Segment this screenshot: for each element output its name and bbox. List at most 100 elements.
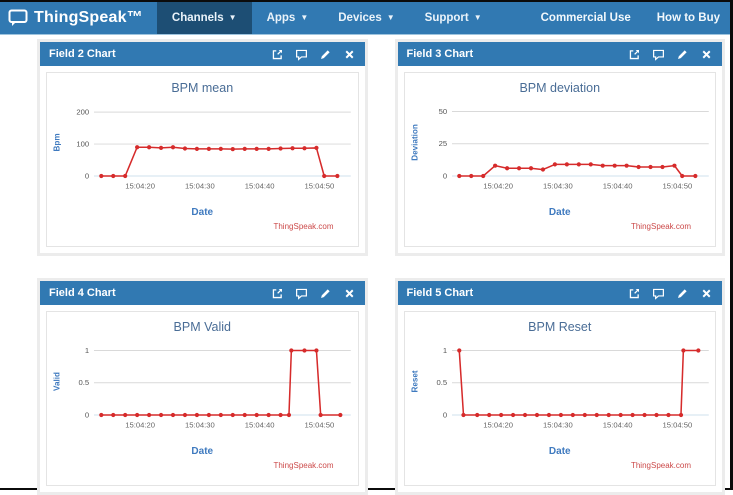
panel-body: BPM Reset 0 0.5 1 15:04:20 15:04:30 15:04:40 1…: [397, 305, 722, 492]
panel-icons: [271, 48, 356, 61]
x-axis-label: Date: [548, 446, 571, 457]
svg-text:15:04:20: 15:04:20: [125, 420, 155, 429]
nav-menu: Channels ▼ Apps ▼ Devices ▼ Support ▼: [156, 2, 497, 34]
svg-text:15:04:40: 15:04:40: [602, 181, 632, 190]
field3-plot-area: 0 25 50 15:04:20 15:04:30 15:04:40 15:04:50 Dev…: [410, 107, 709, 190]
panel-title: Field 2 Chart: [49, 48, 116, 60]
svg-text:Deviation: Deviation: [410, 124, 419, 161]
panel-title: Field 4 Chart: [49, 287, 116, 299]
svg-text:15:04:30: 15:04:30: [185, 181, 215, 190]
svg-text:100: 100: [76, 139, 89, 148]
field2-chart: BPM mean 0 100 200 15:04:20 15:04:30 15:04:40…: [46, 72, 359, 247]
export-icon[interactable]: [271, 287, 284, 300]
close-icon[interactable]: [700, 48, 713, 61]
comment-icon[interactable]: [652, 287, 665, 300]
export-icon[interactable]: [271, 48, 284, 61]
svg-text:0.5: 0.5: [79, 378, 90, 387]
svg-text:50: 50: [438, 107, 447, 116]
svg-text:15:04:50: 15:04:50: [662, 181, 692, 190]
svg-text:15:04:30: 15:04:30: [542, 420, 572, 429]
thingspeak-watermark-link[interactable]: ThingSpeak.com: [273, 461, 334, 470]
svg-text:200: 200: [76, 108, 89, 117]
nav-item-label: Devices: [338, 12, 382, 24]
field5-chart-panel: Field 5 Chart BPM Reset 0 0.5 1 15:04:20 15:…: [394, 278, 725, 495]
nav-link-commercial-use[interactable]: Commercial Use: [540, 12, 631, 24]
svg-text:15:04:50: 15:04:50: [305, 181, 335, 190]
svg-text:15:04:40: 15:04:40: [245, 181, 275, 190]
nav-link-how-to-buy[interactable]: How to Buy: [656, 12, 720, 24]
comment-icon[interactable]: [295, 48, 308, 61]
field2-chart-panel: Field 2 Chart BPM mean 0 100 200 15:04:20 15…: [37, 39, 368, 256]
svg-text:25: 25: [438, 139, 447, 148]
comment-icon[interactable]: [652, 48, 665, 61]
field4-chart-panel: Field 4 Chart BPM Valid 0 0.5 1 15:04:20 15:…: [37, 278, 368, 495]
svg-text:15:04:50: 15:04:50: [662, 420, 692, 429]
export-icon[interactable]: [628, 287, 641, 300]
svg-text:15:04:40: 15:04:40: [245, 420, 275, 429]
panel-title: Field 3 Chart: [406, 48, 474, 60]
thingspeak-watermark-link[interactable]: ThingSpeak.com: [630, 461, 691, 470]
nav-item-channels[interactable]: Channels ▼: [156, 2, 252, 34]
nav-item-label: Channels: [171, 12, 224, 24]
nav-item-label: Apps: [266, 12, 296, 24]
panel-body: BPM Valid 0 0.5 1 15:04:20 15:04:30 15:04:40 1…: [40, 305, 365, 492]
chart-title: BPM Valid: [173, 320, 231, 334]
svg-text:15:04:30: 15:04:30: [185, 420, 215, 429]
svg-text:15:04:50: 15:04:50: [305, 420, 335, 429]
field2-plot-area: 0 100 200 15:04:20 15:04:30 15:04:40 15:04:50 B…: [52, 108, 351, 190]
field4-chart: BPM Valid 0 0.5 1 15:04:20 15:04:30 15:04:40 1…: [46, 311, 359, 486]
x-axis-label: Date: [191, 446, 214, 457]
close-icon[interactable]: [343, 287, 356, 300]
svg-text:1: 1: [442, 346, 446, 355]
svg-text:Bpm: Bpm: [52, 133, 61, 151]
chart-title: BPM deviation: [519, 81, 601, 95]
panel-body: BPM deviation 0 25 50 15:04:20 15:04:30 15:04…: [397, 66, 722, 253]
comment-icon[interactable]: [295, 287, 308, 300]
edit-icon[interactable]: [676, 48, 689, 61]
chart-title: BPM Reset: [528, 320, 592, 334]
svg-text:1: 1: [85, 346, 89, 355]
panel-title: Field 5 Chart: [406, 287, 474, 299]
caret-down-icon: ▼: [300, 13, 309, 22]
nav-item-devices[interactable]: Devices ▼: [323, 2, 409, 34]
close-icon[interactable]: [343, 48, 356, 61]
svg-text:0: 0: [442, 410, 446, 419]
edit-icon[interactable]: [676, 287, 689, 300]
panel-icons: [628, 287, 713, 300]
caret-down-icon: ▼: [386, 13, 395, 22]
edit-icon[interactable]: [319, 48, 332, 61]
caret-down-icon: ▼: [228, 13, 237, 22]
export-icon[interactable]: [628, 48, 641, 61]
edit-icon[interactable]: [319, 287, 332, 300]
nav-item-apps[interactable]: Apps ▼: [252, 2, 324, 34]
panel-icons: [271, 287, 356, 300]
top-navbar: ThingSpeak™ Channels ▼ Apps ▼ Devices ▼ …: [0, 2, 730, 35]
svg-text:15:04:30: 15:04:30: [542, 181, 572, 190]
svg-text:15:04:20: 15:04:20: [483, 420, 513, 429]
svg-text:Valid: Valid: [52, 372, 61, 391]
field2-panel-header: Field 2 Chart: [40, 42, 365, 66]
field5-chart: BPM Reset 0 0.5 1 15:04:20 15:04:30 15:04:40 1…: [403, 311, 716, 486]
thingspeak-watermark-link[interactable]: ThingSpeak.com: [630, 222, 691, 231]
field5-panel-header: Field 5 Chart: [397, 281, 722, 305]
thingspeak-logo-icon: [8, 9, 28, 26]
nav-item-support[interactable]: Support ▼: [410, 2, 497, 34]
x-axis-label: Date: [191, 207, 214, 218]
field4-panel-header: Field 4 Chart: [40, 281, 365, 305]
close-icon[interactable]: [700, 287, 713, 300]
charts-grid: Field 2 Chart BPM mean 0 100 200 15:04:20 15…: [0, 35, 730, 495]
brand-name: ThingSpeak™: [34, 9, 143, 26]
thingspeak-brand[interactable]: ThingSpeak™: [0, 2, 157, 34]
x-axis-label: Date: [548, 207, 571, 218]
panel-body: BPM mean 0 100 200 15:04:20 15:04:30 15:04:40…: [40, 66, 365, 253]
nav-item-label: Support: [424, 12, 469, 24]
chart-title: BPM mean: [171, 81, 234, 95]
nav-right: Commercial Use How to Buy: [541, 2, 730, 34]
svg-text:0: 0: [85, 171, 89, 180]
caret-down-icon: ▼: [473, 13, 482, 22]
svg-text:15:04:40: 15:04:40: [602, 420, 632, 429]
thingspeak-watermark-link[interactable]: ThingSpeak.com: [273, 222, 334, 231]
field4-plot-area: 0 0.5 1 15:04:20 15:04:30 15:04:40 15:04:50 Val…: [52, 346, 351, 429]
svg-text:15:04:20: 15:04:20: [483, 181, 513, 190]
field3-chart: BPM deviation 0 25 50 15:04:20 15:04:30 15:04…: [403, 72, 716, 247]
